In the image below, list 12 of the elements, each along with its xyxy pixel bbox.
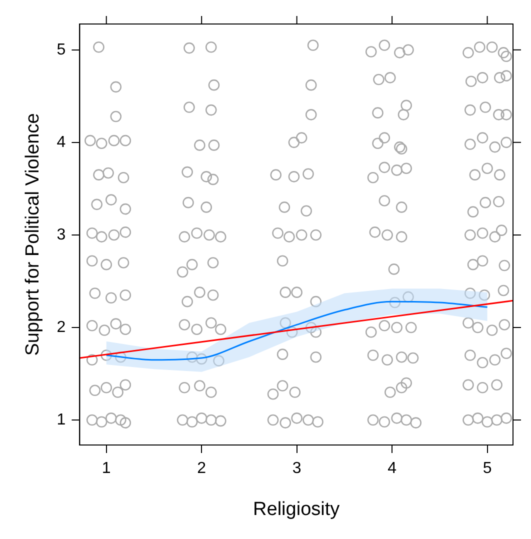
y-tick-label: 2 <box>56 318 66 336</box>
x-tick-label: 5 <box>482 460 492 478</box>
x-tick-label: 4 <box>388 460 397 478</box>
y-tick-label: 1 <box>56 411 66 428</box>
y-tick-label: 5 <box>56 41 66 58</box>
y-tick-label: 3 <box>56 226 66 244</box>
x-tick-label: 2 <box>197 460 206 478</box>
x-tick-label: 3 <box>292 460 302 478</box>
y-tick-label: 4 <box>56 134 66 151</box>
x-axis-title: Religiosity <box>253 498 340 520</box>
x-tick-label: 1 <box>102 460 111 478</box>
y-axis-title: Support for Political Violence <box>22 113 44 356</box>
